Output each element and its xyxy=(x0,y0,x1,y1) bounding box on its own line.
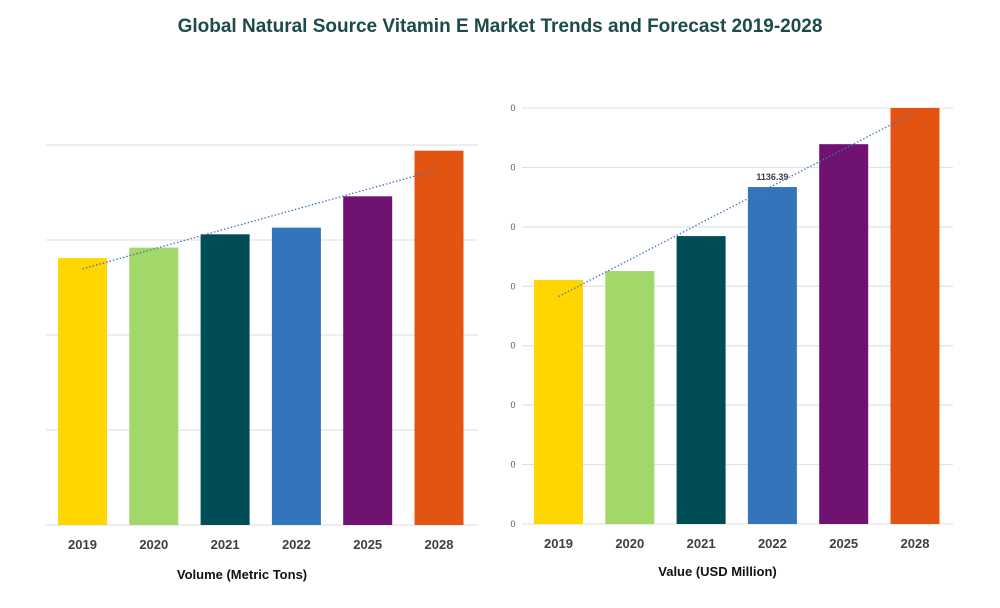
chart1-x-tick-label: 2019 xyxy=(68,537,97,552)
chart-title: Global Natural Source Vitamin E Market T… xyxy=(177,16,823,37)
chart1-bar-2021 xyxy=(200,234,250,526)
chart1-trendline xyxy=(82,168,440,270)
chart2-bar-2019 xyxy=(534,279,583,524)
chart2-y-tick-label: 0 xyxy=(510,162,515,172)
chart1-x-axis-title: Volume (Metric Tons) xyxy=(177,567,307,582)
chart2-x-tick-label: 2022 xyxy=(758,536,787,551)
chart2-y-tick-label: 0 xyxy=(510,281,515,291)
chart2-x-axis-title: Value (USD Million) xyxy=(658,564,776,579)
chart2-bar-2020 xyxy=(605,271,655,524)
chart1-bar-2025 xyxy=(343,196,393,526)
chart2-x-tick-label: 2019 xyxy=(544,536,573,551)
chart1-x-tick-label: 2022 xyxy=(282,537,311,552)
chart1-bar-2020 xyxy=(129,247,179,525)
chart2-trendline xyxy=(558,111,916,298)
chart2-bar-2028 xyxy=(890,108,940,524)
chart2-y-tick-label: 0 xyxy=(510,341,515,351)
chart2-y-tick-label: 0 xyxy=(510,103,515,113)
chart2-y-tick-label: 0 xyxy=(510,400,515,410)
chart1-bar-2019 xyxy=(58,258,107,525)
chart2-x-tick-label: 2021 xyxy=(687,536,716,551)
chart2-bar-2025 xyxy=(819,144,869,524)
chart2-x-tick-label: 2028 xyxy=(901,536,930,551)
chart1-x-tick-label: 2020 xyxy=(139,537,168,552)
chart2-y-tick-label: 0 xyxy=(510,460,515,470)
chart2-bar-2021 xyxy=(676,236,726,524)
chart1-bar-2022 xyxy=(271,227,321,525)
chart1-x-tick-label: 2021 xyxy=(211,537,240,552)
chart2-data-label: 1136.39 xyxy=(756,172,788,182)
chart2-y-tick-label: 0 xyxy=(510,519,515,529)
chart1-bar-2028 xyxy=(414,150,464,525)
chart2-y-tick-label: 0 xyxy=(510,222,515,232)
chart2-x-tick-label: 2025 xyxy=(829,536,858,551)
chart1-x-tick-label: 2025 xyxy=(353,537,382,552)
chart2-bar-2022 xyxy=(747,187,797,524)
chart1-x-tick-label: 2028 xyxy=(425,537,454,552)
chart2-x-tick-label: 2020 xyxy=(615,536,644,551)
